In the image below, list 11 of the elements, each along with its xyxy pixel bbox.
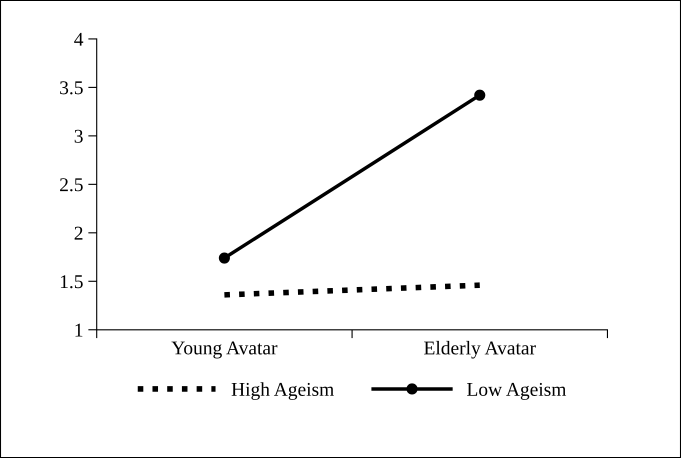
x-tick-label: Elderly Avatar bbox=[424, 340, 536, 359]
y-tick-label: 3.5 bbox=[60, 81, 83, 94]
legend-label: High Ageism bbox=[232, 382, 334, 400]
y-tick-label: 1.5 bbox=[60, 275, 83, 288]
legend-label: Low Ageism bbox=[467, 382, 566, 400]
y-tick-label: 4 bbox=[74, 32, 84, 46]
y-tick-label: 2 bbox=[74, 226, 82, 240]
y-tick-label: 1 bbox=[75, 324, 82, 337]
y-tick-label: 2.5 bbox=[60, 178, 83, 192]
x-tick-label: Young Avatar bbox=[171, 341, 278, 359]
y-tick-label: 3 bbox=[74, 130, 83, 143]
